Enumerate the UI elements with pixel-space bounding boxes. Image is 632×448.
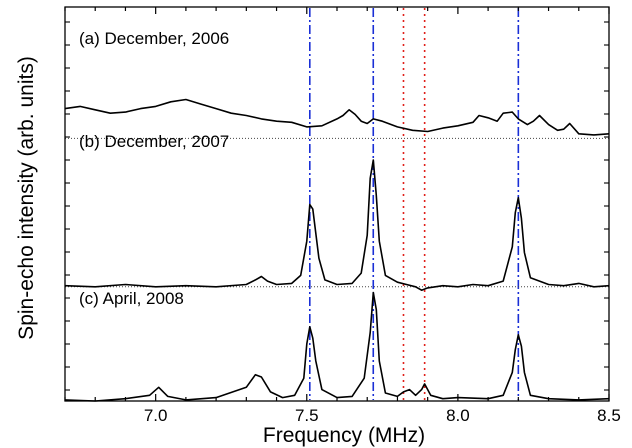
spectrum-trace-c — [64, 291, 610, 402]
panel-label-a: (a) December, 2006 — [79, 29, 229, 48]
x-tick-label-7.0: 7.0 — [144, 406, 168, 425]
x-tick-label-7.5: 7.5 — [295, 406, 319, 425]
spectrum-trace-b — [64, 159, 610, 291]
y-axis-title: Spin-echo intensity (arb. units) — [15, 56, 38, 340]
x-axis-title: Frequency (MHz) — [263, 424, 425, 447]
plot-layer: (a) December, 2006 (b) December, 2007 (c) … — [64, 6, 621, 425]
spectrum-trace-a — [64, 98, 610, 136]
panel-label-c: (c) April, 2008 — [79, 289, 184, 308]
x-tick-label-8.5: 8.5 — [597, 406, 621, 425]
plot-frame — [64, 6, 610, 402]
panel-label-b: (b) December, 2007 — [79, 132, 229, 151]
x-tick-label-8.0: 8.0 — [446, 406, 470, 425]
